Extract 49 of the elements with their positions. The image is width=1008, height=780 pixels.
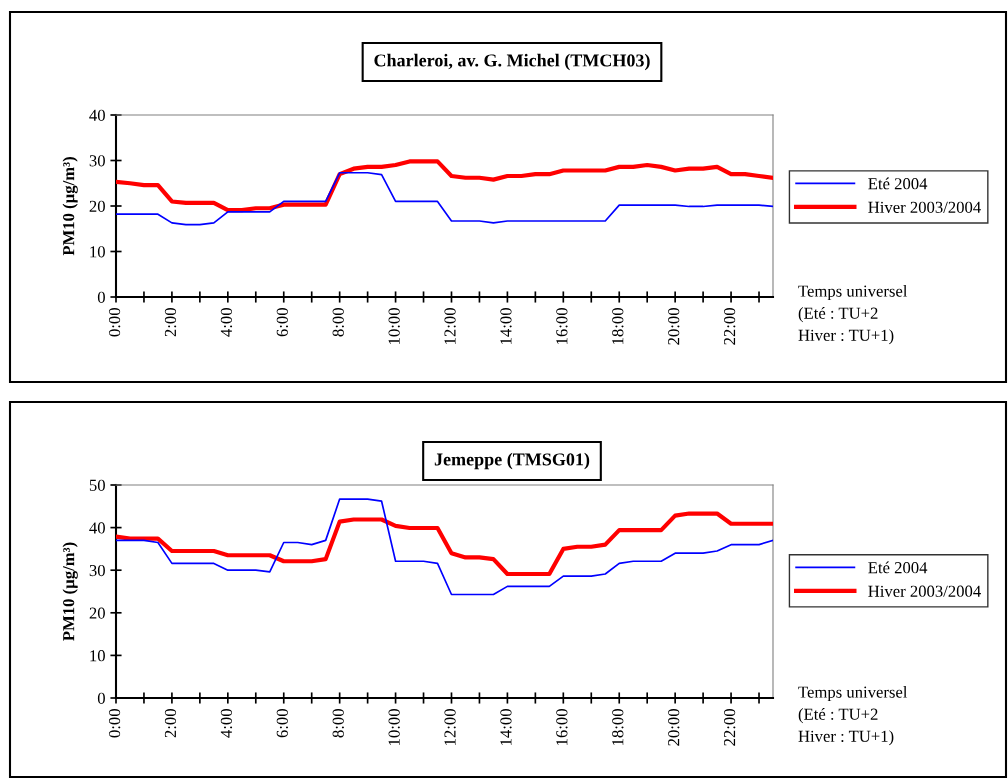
chart-title: Jemeppe (TMSG01) <box>434 452 590 470</box>
text: Temps universel (Eté : TU+2 Hiver : TU+1) <box>798 285 908 345</box>
x-tick-label: 0:00 <box>108 308 121 337</box>
chart-title: Charleroi, av. G. Michel (TMCH03) <box>374 53 650 71</box>
y-axis-title: PM10 (µg/m³) <box>62 157 78 256</box>
x-tick-label: 8:00 <box>332 308 344 337</box>
y-tick-label: 20 <box>89 607 105 619</box>
y-axis-title: PM10 (µg/m³) <box>62 542 78 641</box>
line-series <box>116 171 773 226</box>
x-tick-label: 12:00 <box>444 709 456 745</box>
x-tick-label: 16:00 <box>556 308 568 344</box>
x-tick-label: 20:00 <box>668 308 680 345</box>
x-tick-label: 18:00 <box>612 709 624 745</box>
x-tick-label: 18:00 <box>612 308 624 344</box>
x-tick-label: 16:00 <box>556 709 568 745</box>
legend-label: Hiver 2003/2004 <box>868 201 981 213</box>
y-tick-label: 0 <box>97 291 105 303</box>
x-tick-label: 22:00 <box>723 308 736 345</box>
x-tick-label: 14:00 <box>500 308 512 344</box>
y-tick-label: 40 <box>89 522 105 534</box>
x-tick-label: 14:00 <box>500 709 512 745</box>
x-tick-label: 2:00 <box>164 308 177 337</box>
x-tick-label: 20:00 <box>668 709 680 746</box>
x-tick-label: 22:00 <box>723 709 736 746</box>
y-tick-label: 30 <box>89 155 105 167</box>
x-tick-label: 4:00 <box>220 308 233 337</box>
line-series <box>116 498 773 596</box>
legend-label: Hiver 2003/2004 <box>868 585 981 597</box>
y-tick-label: 10 <box>90 246 105 258</box>
line-series <box>116 159 773 213</box>
legend-label: Eté 2004 <box>868 561 928 574</box>
x-tick-label: 6:00 <box>276 308 288 337</box>
x-tick-label: 4:00 <box>220 709 233 738</box>
y-tick-label: 10 <box>90 650 105 662</box>
x-tick-label: 2:00 <box>164 709 177 738</box>
y-tick-label: 50 <box>89 479 105 491</box>
x-tick-label: 8:00 <box>332 709 344 738</box>
text: Temps universel (Eté : TU+2 Hiver : TU+1) <box>798 686 908 746</box>
x-tick-label: 10:00 <box>388 709 400 745</box>
x-tick-label: 10:00 <box>388 308 400 344</box>
legend-label: Eté 2004 <box>868 177 928 190</box>
line-series <box>116 511 773 577</box>
x-tick-label: 6:00 <box>276 709 288 738</box>
x-tick-label: 12:00 <box>444 308 456 344</box>
x-tick-label: 0:00 <box>108 709 121 738</box>
y-tick-label: 20 <box>89 200 105 212</box>
y-tick-label: 40 <box>89 109 105 121</box>
y-tick-label: 30 <box>89 564 105 577</box>
y-tick-label: 0 <box>97 692 105 704</box>
